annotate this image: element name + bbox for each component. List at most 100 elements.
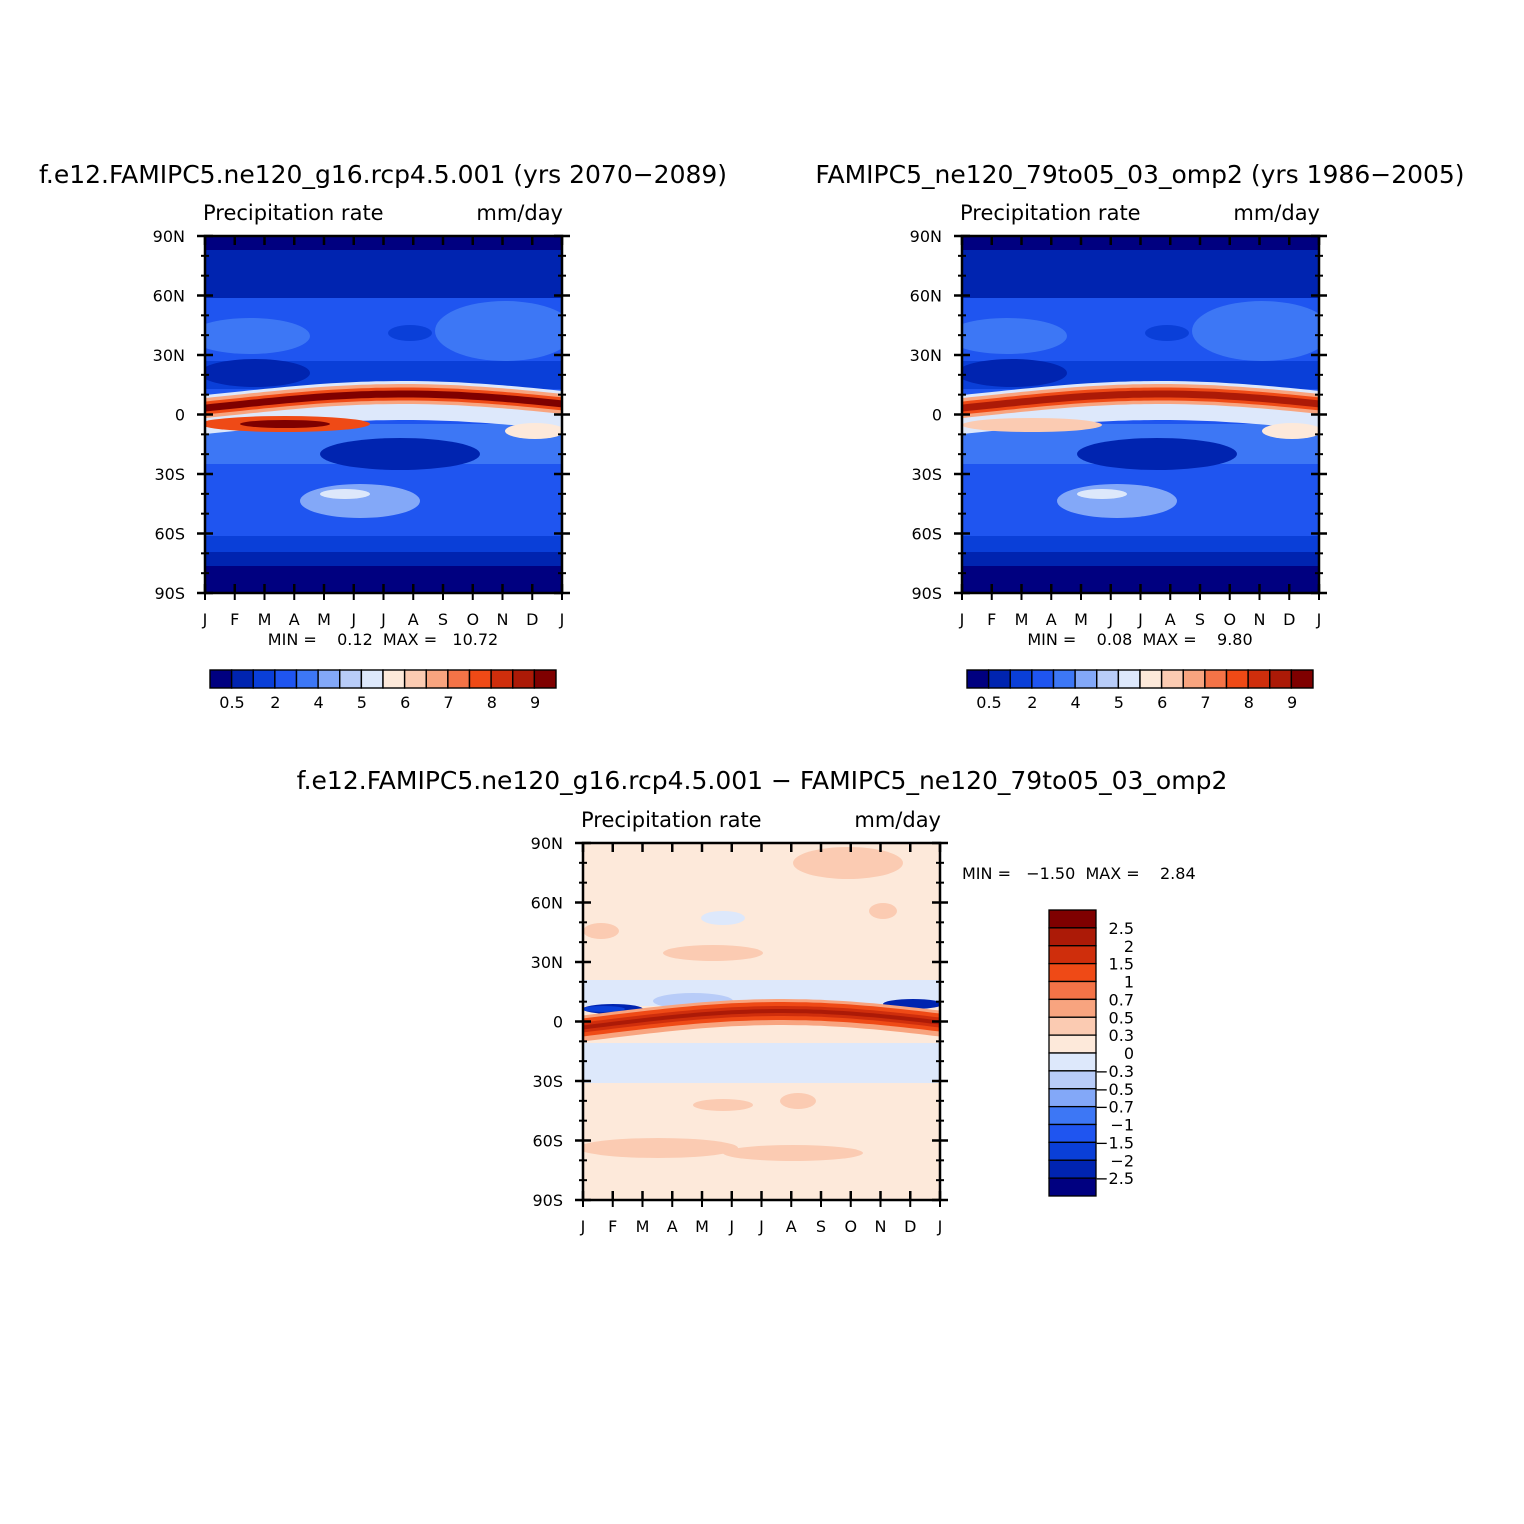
panel-c-colorbar-swatch bbox=[1048, 1070, 1097, 1090]
panel-b-subtropical-band-south bbox=[962, 464, 1319, 486]
panel-b-y-tick-label: 90S bbox=[911, 584, 942, 603]
panel-c-x-tick-label: M bbox=[636, 1217, 650, 1236]
panel-b-colorbar-swatch bbox=[1009, 669, 1033, 689]
panel-a-y-tick-label: 30N bbox=[153, 346, 185, 365]
panel-a-colorbar-swatch bbox=[230, 669, 254, 689]
panel-c-colorbar: 2.521.510.70.50.30−0.3−0.5−0.7−1−1.5−2−2… bbox=[1048, 909, 1134, 1197]
panel-b-dry-patch-south-pacific bbox=[1077, 438, 1237, 470]
panel-a-colorbar-label: 2 bbox=[270, 693, 280, 712]
panel-c-units-label: mm/day bbox=[854, 808, 941, 832]
panel-b-y-tick-label: 0 bbox=[932, 406, 942, 425]
panel-a-colorbar-swatch bbox=[533, 669, 557, 689]
panel-a-x-tick-label: O bbox=[466, 610, 479, 629]
panel-a-wet-patch-north-west bbox=[205, 318, 310, 354]
panel-c-colorbar-swatch bbox=[1048, 909, 1097, 929]
panel-c-tropical-negative-edge-west bbox=[583, 1006, 625, 1012]
panel-b-colorbar-swatch bbox=[1204, 669, 1228, 689]
panel-a-variable-label: Precipitation rate bbox=[203, 201, 384, 225]
panel-b-wet-core-south-midlat bbox=[1077, 489, 1127, 499]
panel-a-x-tick-label: J bbox=[202, 610, 208, 629]
panel-c-colorbar-swatch bbox=[1048, 1177, 1097, 1197]
panel-a-dry-patch-subtropic-north bbox=[205, 359, 310, 387]
panel-a-units-label: mm/day bbox=[476, 201, 563, 225]
panel-a-colorbar-swatch bbox=[339, 669, 363, 689]
panel-a-colorbar-swatch bbox=[317, 669, 341, 689]
panel-c-arctic-positive-anomaly bbox=[793, 847, 903, 879]
panel-b-title: FAMIPC5_ne120_79to05_03_omp2 (yrs 1986−2… bbox=[815, 160, 1464, 189]
panel-c-colorbar-label: −1 bbox=[1110, 1116, 1134, 1135]
panel-a-x-tick-label: F bbox=[230, 610, 239, 629]
panel-c-colorbar-swatch bbox=[1048, 1088, 1097, 1108]
panel-b-x-tick-label: N bbox=[1254, 610, 1266, 629]
panel-b-x-tick-label: J bbox=[1316, 610, 1322, 629]
panel-b-colorbar-label: 7 bbox=[1200, 693, 1210, 712]
panel-b-variable-label: Precipitation rate bbox=[960, 201, 1141, 225]
panel-c-y-tick-label: 0 bbox=[553, 1013, 563, 1032]
panel-c-storm-track-positive-east bbox=[723, 1145, 863, 1161]
panel-a-x-tick-label: N bbox=[497, 610, 509, 629]
panel-a-colorbar-label: 6 bbox=[400, 693, 410, 712]
panel-c-colorbar-label: −2.5 bbox=[1095, 1169, 1134, 1188]
panel-a-colorbar-label: 8 bbox=[487, 693, 497, 712]
panel-a-y-tick-label: 90N bbox=[153, 227, 185, 246]
panel-a-colorbar-label: 0.5 bbox=[219, 693, 244, 712]
panel-c-colorbar-swatch bbox=[1048, 1159, 1097, 1179]
panel-b-colorbar-label: 5 bbox=[1114, 693, 1124, 712]
panel-b-colorbar-swatch bbox=[1096, 669, 1120, 689]
panel-b-colorbar-swatch bbox=[1160, 669, 1184, 689]
panel-c-title: f.e12.FAMIPC5.ne120_g16.rcp4.5.001 − FAM… bbox=[297, 766, 1228, 795]
panel-c-colorbar-label: −0.3 bbox=[1095, 1062, 1134, 1081]
panel-b-units-label: mm/day bbox=[1233, 201, 1320, 225]
panel-a-x-tick-label: A bbox=[289, 610, 300, 629]
panel-a-south-itcz-late-year bbox=[505, 423, 562, 439]
panel-b-south-itcz-late-year bbox=[1262, 423, 1319, 439]
panel-c-field bbox=[583, 843, 940, 1200]
panel-b: FAMIPC5_ne120_79to05_03_omp2 (yrs 1986−2… bbox=[815, 160, 1464, 712]
panel-a: f.e12.FAMIPC5.ne120_g16.rcp4.5.001 (yrs … bbox=[39, 160, 727, 712]
panel-c-y-tick-label: 30S bbox=[532, 1072, 563, 1091]
panel-c-x-tick-label: J bbox=[580, 1217, 586, 1236]
panel-c-x-tick-label: D bbox=[904, 1217, 916, 1236]
panel-a-x-tick-label: J bbox=[350, 610, 356, 629]
panel-a-wet-patch-south-midlat bbox=[300, 484, 420, 518]
panel-c-y-tick-label: 30N bbox=[531, 953, 563, 972]
panel-c-colorbar-label: −0.7 bbox=[1095, 1098, 1134, 1117]
panel-b-colorbar-swatch bbox=[1139, 669, 1163, 689]
panel-a-stats: MIN = 0.12 MAX = 10.72 bbox=[268, 630, 498, 649]
panel-a-colorbar-swatch bbox=[512, 669, 536, 689]
panel-b-y-tick-label: 90N bbox=[910, 227, 942, 246]
panel-c-variable-label: Precipitation rate bbox=[581, 808, 762, 832]
panel-a-x-tick-label: J bbox=[559, 610, 565, 629]
panel-a-itcz-core bbox=[205, 390, 562, 412]
panel-c-itcz-anomaly-core bbox=[583, 1009, 940, 1030]
panel-a-x-tick-label: A bbox=[408, 610, 419, 629]
panel-a-south-itcz-early-core bbox=[240, 420, 330, 428]
panel-b-x-tick-label: F bbox=[987, 610, 996, 629]
panel-a-colorbar-swatch bbox=[295, 669, 319, 689]
panel-b-antarctic-edge bbox=[962, 552, 1319, 566]
panel-a-title: f.e12.FAMIPC5.ne120_g16.rcp4.5.001 (yrs … bbox=[39, 160, 727, 189]
panel-a-y-tick-label: 90S bbox=[154, 584, 185, 603]
panel-b-colorbar-swatch bbox=[1290, 669, 1314, 689]
panel-a-colorbar-label: 9 bbox=[530, 693, 540, 712]
panel-c-colorbar-label: 1.5 bbox=[1109, 955, 1134, 974]
panel-a-y-tick-label: 30S bbox=[154, 465, 185, 484]
panel-b-polar-band-north bbox=[962, 250, 1319, 298]
panel-a-south-itcz-halo bbox=[205, 408, 562, 435]
panel-b-colorbar-swatch bbox=[1247, 669, 1271, 689]
panel-a-y-tick-label: 60S bbox=[154, 525, 185, 544]
panel-b-dry-patch-subtropic-north bbox=[962, 359, 1067, 387]
panel-a-y-tick-label: 60N bbox=[153, 287, 185, 306]
panel-c-subarctic-positive-anomaly bbox=[869, 903, 897, 919]
panel-c-north-negative-anomaly bbox=[701, 911, 745, 925]
panel-c-colorbar-swatch bbox=[1048, 980, 1097, 1001]
panel-b-x-tick-label: J bbox=[959, 610, 965, 629]
panel-a-colorbar-swatch bbox=[252, 669, 276, 689]
panel-c-west-positive-anomaly bbox=[583, 923, 619, 939]
panel-b-colorbar-swatch bbox=[1225, 669, 1249, 689]
panel-c-colorbar-swatch bbox=[1048, 1034, 1097, 1054]
